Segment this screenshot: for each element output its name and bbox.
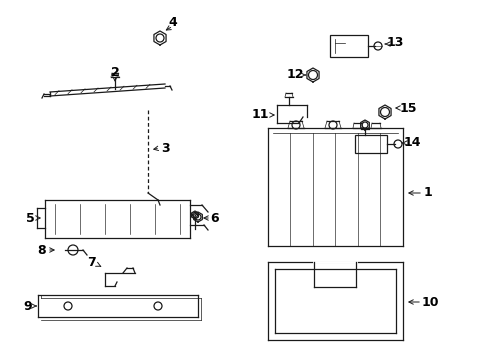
Text: 13: 13 xyxy=(386,36,403,49)
Text: 4: 4 xyxy=(168,15,177,28)
Text: 3: 3 xyxy=(161,141,169,154)
Text: 7: 7 xyxy=(87,256,96,270)
Text: 10: 10 xyxy=(420,296,438,309)
Text: 6: 6 xyxy=(210,211,219,225)
Text: 9: 9 xyxy=(23,300,32,312)
Text: 5: 5 xyxy=(25,211,34,225)
Text: 12: 12 xyxy=(285,68,303,81)
Text: 14: 14 xyxy=(403,136,420,149)
Text: 2: 2 xyxy=(110,66,119,78)
Bar xyxy=(354,135,386,153)
Text: 15: 15 xyxy=(398,102,416,114)
Text: 11: 11 xyxy=(251,108,268,122)
Text: 8: 8 xyxy=(38,243,46,256)
Text: 1: 1 xyxy=(423,186,431,199)
